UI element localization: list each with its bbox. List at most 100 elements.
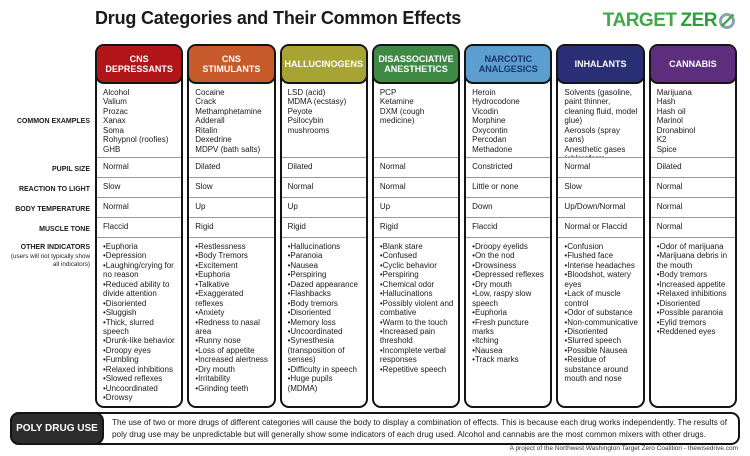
list-item: Aerosols (spray cans) <box>564 125 620 145</box>
list-item: •Nausea <box>287 260 318 270</box>
list-item: Hash <box>656 97 676 107</box>
other-indicators-label: OTHER INDICATORS <box>20 244 90 251</box>
list-item: •On the nod <box>472 251 515 261</box>
list-item: •Exaggerated reflexes <box>195 289 244 308</box>
list-item: •Body tremors <box>287 298 338 308</box>
reaction-cell: Normal <box>373 178 459 198</box>
list-item: •Droopy eyelids <box>472 242 528 251</box>
list-item: •Low, raspy slow speech <box>472 289 532 308</box>
indicators-cell: •Blank stare •Confused •Cyclic behavior •Pe… <box>374 238 458 406</box>
list-item: K2 <box>656 135 667 145</box>
column-header: CANNABIS <box>650 46 735 84</box>
list-item: •Synesthesia (transposition of senses) <box>287 336 345 365</box>
pupil-size-cell: Normal <box>97 158 182 178</box>
list-item: •Track marks <box>472 355 519 365</box>
column-narcotic-analgesics: NARCOTIC ANALGESICS Heroin Hydrocodone Vic… <box>464 44 553 408</box>
list-item: •Drunk-like behavior <box>103 336 175 346</box>
indicators-cell: •Confusion •Flushed face •Intense headache… <box>558 238 642 406</box>
list-item: •Marijuana debris in the mouth <box>656 251 728 270</box>
list-item: •Disoriented <box>103 298 147 308</box>
target-zero-logo: TARGET ZER <box>603 10 736 32</box>
list-item: •Drowsy <box>103 393 133 402</box>
list-item: •Dry mouth <box>195 364 235 374</box>
list-item: Alcohol <box>103 88 130 97</box>
list-item: •Lack of muscle control <box>564 289 621 308</box>
list-item: •Euphoria <box>195 270 231 280</box>
column-header: HALLUCINOGENS <box>281 46 366 84</box>
list-item: •Anxiety <box>195 308 225 318</box>
list-item: •Perspiring <box>379 270 419 280</box>
list-item: •Fumbling <box>103 355 139 365</box>
list-item: Methadone <box>472 144 513 154</box>
reaction-cell: Normal <box>281 178 366 198</box>
muscle-tone-cell: Normal or Flaccid <box>558 218 643 238</box>
column-header: DISASSOCIATIVE ANESTHETICS <box>373 46 459 84</box>
indicators-cell: •Odor of marijuana •Marijuana debris in t… <box>651 238 735 406</box>
list-item: •Dazed appearance <box>287 279 358 289</box>
examples-cell: Alcohol Valium Prozac Xanax Soma Rohypnol (ro… <box>97 82 182 158</box>
reaction-cell: Slow <box>97 178 182 198</box>
muscle-tone-cell: Rigid <box>373 218 459 238</box>
muscle-tone-cell: Rigid <box>189 218 274 238</box>
list-item: •Odor of substance <box>564 308 633 318</box>
target-zero-o-icon <box>719 13 735 29</box>
list-item: •Grinding teeth <box>195 383 249 393</box>
list-item: •Runny nose <box>195 336 241 346</box>
row-label-other-indicators: OTHER INDICATORS (users will not typical… <box>4 240 90 408</box>
list-item: •Uncoordinated <box>103 383 158 393</box>
examples-cell: PCP Ketamine DXM (cough medicine) <box>373 82 459 158</box>
temperature-cell: Normal <box>97 198 182 218</box>
list-item: Xanax <box>103 116 126 126</box>
examples-cell: Heroin Hydrocodone Vicodin Morphine Oxyconti… <box>466 82 551 158</box>
list-item: •Intense headaches <box>564 260 635 270</box>
list-item: •Increased pain threshold <box>379 326 436 346</box>
logo-text-zer: ZER <box>680 10 718 31</box>
pupil-size-cell: Constricted <box>466 158 551 178</box>
column-header: NARCOTIC ANALGESICS <box>466 46 551 84</box>
list-item: •Flashbacks <box>287 289 331 299</box>
list-item: •Thick, slurred speech <box>103 317 154 336</box>
temperature-cell: Up <box>373 198 459 218</box>
list-item: •Incomplete verbal responses <box>379 345 446 365</box>
list-item: •Talkative <box>195 279 230 289</box>
list-item: •Reduced ability to divide attention <box>103 279 170 299</box>
list-item: •Odor of marijuana <box>656 242 724 251</box>
examples-cell: LSD (acid) MDMA (ecstasy) Peyote Psilocybin… <box>281 82 366 158</box>
muscle-tone-cell: Flaccid <box>97 218 182 238</box>
muscle-tone-cell: Rigid <box>281 218 366 238</box>
list-item: Ritalin <box>195 125 218 135</box>
temperature-cell: Normal <box>650 198 735 218</box>
list-item: •Possible paranoia <box>656 308 724 318</box>
temperature-cell: Down <box>466 198 551 218</box>
list-item: •Euphoria <box>472 308 507 318</box>
list-item: •Restlessness <box>195 242 246 251</box>
list-item: •Redness to nasal area <box>195 317 260 336</box>
row-label-pupil-size: PUPIL SIZE <box>52 165 90 173</box>
poly-drug-use-box: POLY DRUG USE The use of two or more dru… <box>10 412 740 445</box>
list-item: GHB <box>103 144 121 154</box>
list-item: Ketamine <box>379 97 414 107</box>
reaction-cell: Slow <box>189 178 274 198</box>
list-item: •Warm to the touch <box>379 317 448 327</box>
list-item: PCP <box>379 88 397 97</box>
list-item: •Slowed reflexes <box>103 374 163 384</box>
list-item: •Excitement <box>195 260 238 270</box>
list-item: •Relaxed inhibitions <box>656 289 727 299</box>
row-label-common-examples: COMMON EXAMPLES <box>16 117 90 125</box>
examples-cell: Cocaine Crack Methamphetamine Adderall Rital… <box>189 82 274 158</box>
list-item: •Hallucinations <box>287 242 341 251</box>
list-item: Marijuana <box>656 88 692 97</box>
list-item: •Paranoia <box>287 251 323 261</box>
examples-cell: Solvents (gasoline, paint thinner, clean… <box>558 82 643 158</box>
list-item: •Blank stare <box>379 242 423 251</box>
list-item: Valium <box>103 97 127 107</box>
list-item: DXM (cough medicine) <box>379 106 425 126</box>
list-item: •Huge pupils (MDMA) <box>287 374 333 393</box>
temperature-cell: Up/Down/Normal <box>558 198 643 218</box>
row-label-body-temperature: BODY TEMPERATURE <box>15 205 90 213</box>
list-item: Morphine <box>472 116 506 126</box>
column-header: CNS STIMULANTS <box>189 46 274 84</box>
list-item: •Laughing/crying for no reason <box>103 260 174 280</box>
reaction-cell: Little or none <box>466 178 551 198</box>
list-item: Rohypnol (roofies) <box>103 135 169 145</box>
